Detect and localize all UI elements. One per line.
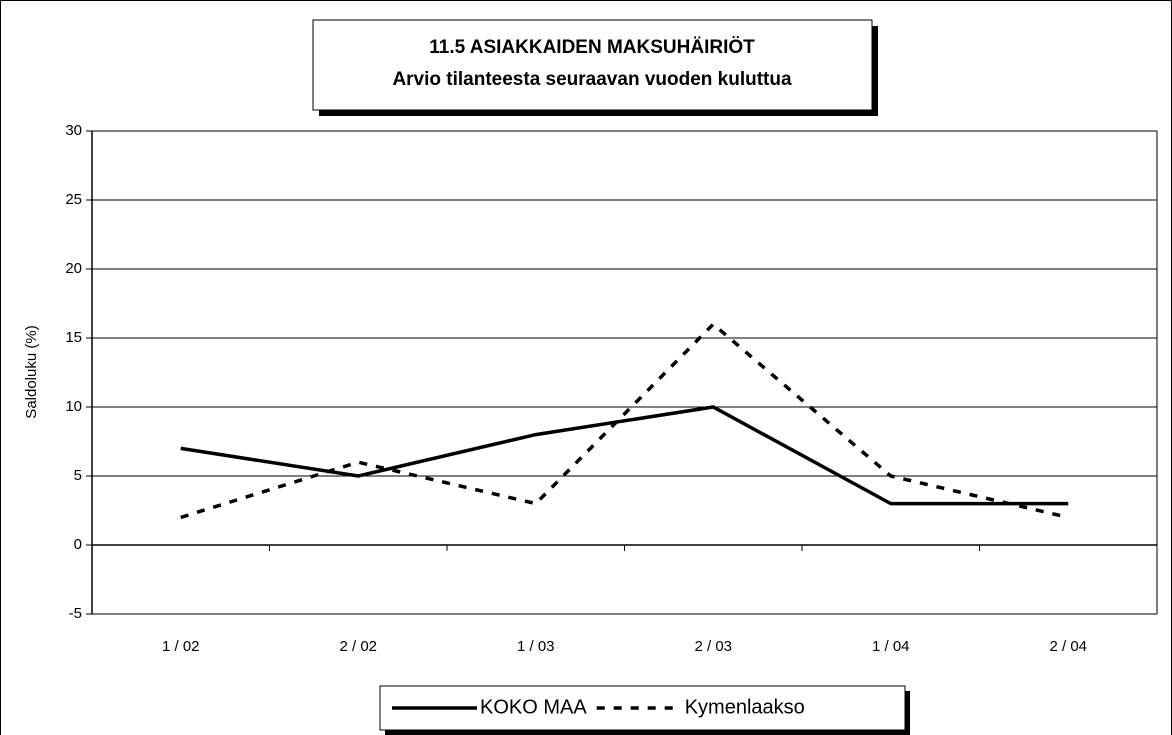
chart-subtitle: Arvio tilanteesta seuraavan vuoden kulut… — [392, 69, 792, 90]
title-frame — [312, 19, 873, 111]
title-box: 11.5 ASIAKKAIDEN MAKSUHÄIRIÖT Arvio tila… — [312, 19, 878, 116]
y-tick-label: 20 — [65, 260, 82, 277]
legend-label: KOKO MAA — [480, 696, 587, 718]
legend: KOKO MAA Kymenlaakso — [379, 685, 910, 735]
x-tick-label: 1 / 02 — [162, 638, 200, 655]
y-axis-label: Saldoluku (%) — [23, 325, 40, 418]
x-tick-label: 1 / 04 — [872, 638, 910, 655]
x-tick-label: 2 / 02 — [339, 638, 377, 655]
chart-title: 11.5 ASIAKKAIDEN MAKSUHÄIRIÖT — [429, 37, 755, 58]
x-tick-label: 2 / 04 — [1049, 638, 1087, 655]
y-tick-label: 25 — [65, 191, 82, 208]
x-tick-label: 2 / 03 — [694, 638, 732, 655]
y-tick-label: 30 — [65, 122, 82, 139]
x-tick-label: 1 / 03 — [517, 638, 555, 655]
y-tick-label: 0 — [74, 536, 82, 553]
y-tick-label: 10 — [65, 398, 82, 415]
y-tick-label: 15 — [65, 329, 82, 346]
y-tick-label: 5 — [74, 467, 82, 484]
legend-label: Kymenlaakso — [685, 696, 805, 718]
y-tick-label: -5 — [69, 605, 82, 622]
data-line — [180, 321, 1069, 520]
